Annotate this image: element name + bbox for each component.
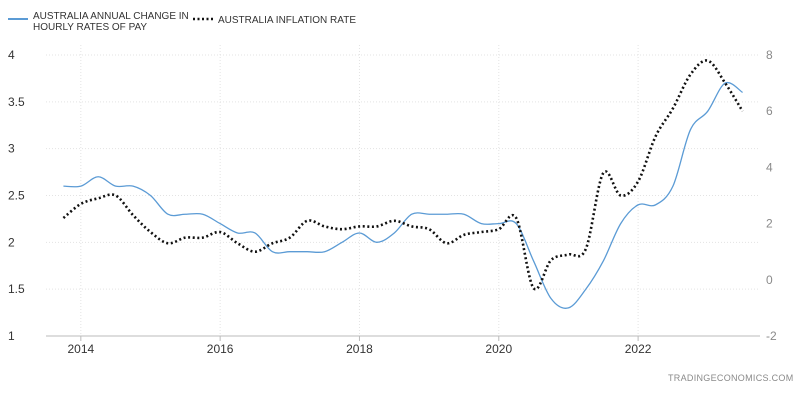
y-left-tick-label: 4: [8, 48, 15, 62]
y-right-tick-label: 6: [766, 104, 773, 118]
y-left-tick-label: 3.5: [8, 95, 25, 109]
y-left-tick-label: 1: [8, 329, 15, 343]
left-axis: 1 1.5 2 2.5 3 3.5 4: [8, 48, 25, 343]
y-right-tick-label: 0: [766, 273, 773, 287]
x-axis: 2014 2016 2018 2020 2022: [46, 335, 760, 356]
right-axis: -2 0 2 4 6 8: [766, 48, 777, 343]
x-tick-label: 2018: [346, 342, 373, 356]
x-tick-label: 2022: [625, 342, 652, 356]
legend-pay-label-line2: HOURLY RATES OF PAY: [33, 22, 147, 33]
y-right-tick-label: -2: [766, 329, 777, 343]
plot-area: [62, 59, 744, 309]
y-left-tick-label: 2.5: [8, 189, 25, 203]
grid: [46, 45, 760, 337]
inflation-series-line: [62, 59, 744, 291]
legend: AUSTRALIA ANNUAL CHANGE IN HOURLY RATES …: [8, 11, 356, 33]
source-credit: TRADINGECONOMICS.COM: [668, 373, 794, 383]
y-left-tick-label: 3: [8, 142, 15, 156]
y-left-tick-label: 2: [8, 235, 15, 249]
y-left-tick-label: 1.5: [8, 282, 25, 296]
y-right-tick-label: 8: [766, 48, 773, 62]
x-tick-label: 2020: [485, 342, 512, 356]
x-tick-label: 2016: [207, 342, 234, 356]
x-tick-label: 2014: [67, 342, 94, 356]
y-right-tick-label: 2: [766, 217, 773, 231]
legend-inflation-label: AUSTRALIA INFLATION RATE: [218, 15, 356, 26]
legend-pay-label-line1: AUSTRALIA ANNUAL CHANGE IN: [33, 11, 189, 22]
y-right-tick-label: 4: [766, 160, 773, 174]
pay-series-line: [63, 81, 743, 309]
